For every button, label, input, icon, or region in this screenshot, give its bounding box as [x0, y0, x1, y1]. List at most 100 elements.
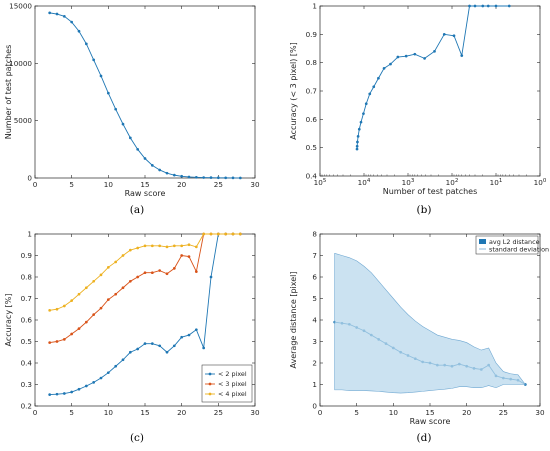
data-point	[433, 49, 436, 53]
y-tick-label: 7	[312, 251, 317, 260]
data-point	[143, 244, 147, 248]
data-point	[106, 371, 110, 375]
y-axis-label: Accuracy [%]	[4, 294, 13, 347]
data-point	[150, 244, 154, 248]
data-point	[77, 387, 81, 391]
y-tick-label: 0.8	[306, 58, 318, 67]
data-point	[121, 122, 125, 126]
data-point	[238, 176, 242, 180]
data-point	[413, 52, 417, 56]
data-point	[128, 136, 132, 140]
data-point	[187, 333, 191, 337]
y-tick-label: 0.5	[21, 337, 32, 346]
x-tick-label: 30	[535, 408, 545, 417]
y-tick-label: 8	[312, 230, 317, 239]
data-point	[106, 91, 110, 95]
y-tick-label: 0.6	[21, 316, 33, 325]
data-point	[180, 335, 184, 339]
plot-frame	[319, 5, 541, 177]
data-point	[77, 29, 81, 33]
data-point	[481, 4, 485, 8]
data-point	[238, 232, 242, 236]
data-point	[99, 74, 103, 78]
data-point	[368, 92, 372, 96]
x-tick-label: 104	[358, 178, 371, 187]
legend-marker	[208, 392, 212, 396]
panel-a: 0 5 10 15 20 25 30 0 5000 10000 15000 Raw score Numb…	[4, 2, 260, 217]
data-point	[468, 4, 471, 8]
data-point	[70, 20, 74, 24]
data-point	[99, 306, 103, 310]
x-tick-label: 101	[490, 178, 503, 187]
data-point	[114, 260, 118, 264]
data-point	[48, 308, 52, 312]
data-point	[150, 342, 154, 345]
data-point	[70, 299, 74, 302]
data-point	[209, 275, 213, 279]
data-point	[165, 272, 169, 276]
data-point	[143, 157, 147, 160]
data-point	[121, 286, 125, 290]
data-point	[136, 147, 140, 151]
x-tick-label: 0	[33, 408, 38, 417]
panel-caption: (c)	[130, 432, 144, 444]
data-point	[404, 54, 408, 58]
data-point	[99, 273, 103, 277]
y-tick-label: 0.9	[306, 30, 318, 39]
series-line-0	[49, 12, 241, 179]
legend-swatch	[479, 239, 486, 244]
legend-label: < 4 pixel	[218, 390, 247, 398]
y-tick-label: 3	[312, 337, 317, 346]
data-point	[62, 14, 66, 18]
data-point	[128, 279, 132, 283]
data-point	[486, 4, 490, 8]
x-tick-label: 20	[177, 180, 187, 189]
data-point	[216, 176, 220, 180]
data-point	[180, 174, 184, 178]
data-point	[194, 270, 198, 273]
data-point	[143, 342, 147, 345]
y-axis-label: Accuracy (< 3 pixel) [%]	[289, 42, 298, 140]
data-point	[150, 164, 154, 167]
data-point	[62, 392, 66, 395]
data-point	[121, 358, 125, 362]
y-tick-label: 2	[312, 359, 317, 368]
data-point	[165, 171, 169, 175]
x-tick-label: 10	[389, 408, 399, 417]
data-point	[77, 292, 81, 296]
data-point	[70, 332, 74, 336]
data-point	[209, 176, 213, 180]
data-point	[194, 328, 198, 332]
data-point	[194, 175, 198, 179]
x-tick-label: 10	[104, 180, 114, 189]
x-tick-label: 20	[462, 408, 472, 417]
data-point	[165, 245, 169, 249]
data-point	[62, 338, 66, 341]
x-tick-label: 25	[499, 408, 508, 417]
data-point	[172, 344, 176, 348]
data-point	[364, 102, 368, 106]
data-point	[494, 4, 498, 8]
data-point	[136, 275, 140, 279]
panel-d: 0 5 10 15 20 25 30 0 1 2 3 4 5 6 7 8 Raw score Average di…	[289, 230, 549, 445]
data-point	[389, 62, 392, 66]
x-tick-label: 102	[446, 178, 459, 187]
y-tick-label: 0	[27, 174, 32, 183]
data-point	[202, 346, 206, 350]
data-point	[77, 327, 81, 330]
data-point	[372, 85, 376, 89]
legend-box	[475, 235, 539, 255]
y-tick-label: 0.4	[306, 172, 318, 181]
data-point	[55, 12, 59, 16]
data-point	[423, 57, 426, 60]
legend-label: standard deviation	[489, 245, 549, 253]
y-tick-label: 0.9	[21, 251, 33, 260]
data-point	[48, 341, 52, 344]
y-tick-label: 0.6	[306, 115, 318, 124]
data-point	[150, 271, 154, 275]
y-tick-label: 0.3	[21, 380, 32, 389]
data-point	[172, 267, 176, 270]
data-point	[224, 232, 228, 236]
data-point	[48, 11, 52, 15]
